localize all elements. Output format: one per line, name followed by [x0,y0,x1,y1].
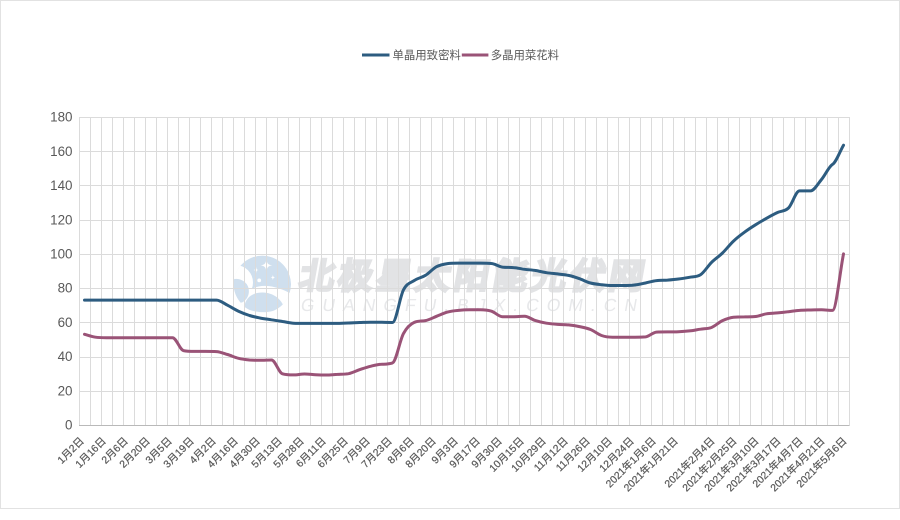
svg-text:120: 120 [50,212,72,227]
svg-text:100: 100 [50,247,72,262]
svg-text:180: 180 [50,110,72,125]
svg-text:0: 0 [65,418,72,433]
svg-text:80: 80 [58,281,73,296]
svg-text:20: 20 [58,383,73,398]
svg-text:40: 40 [58,349,73,364]
svg-text:GUANGFU.BJX.COM.CN: GUANGFU.BJX.COM.CN [299,295,647,315]
svg-text:140: 140 [50,178,72,193]
svg-text:160: 160 [50,144,72,159]
svg-text:60: 60 [58,315,73,330]
svg-text:单晶用致密料: 单晶用致密料 [393,48,461,62]
svg-text:多晶用菜花料: 多晶用菜花料 [491,48,559,62]
